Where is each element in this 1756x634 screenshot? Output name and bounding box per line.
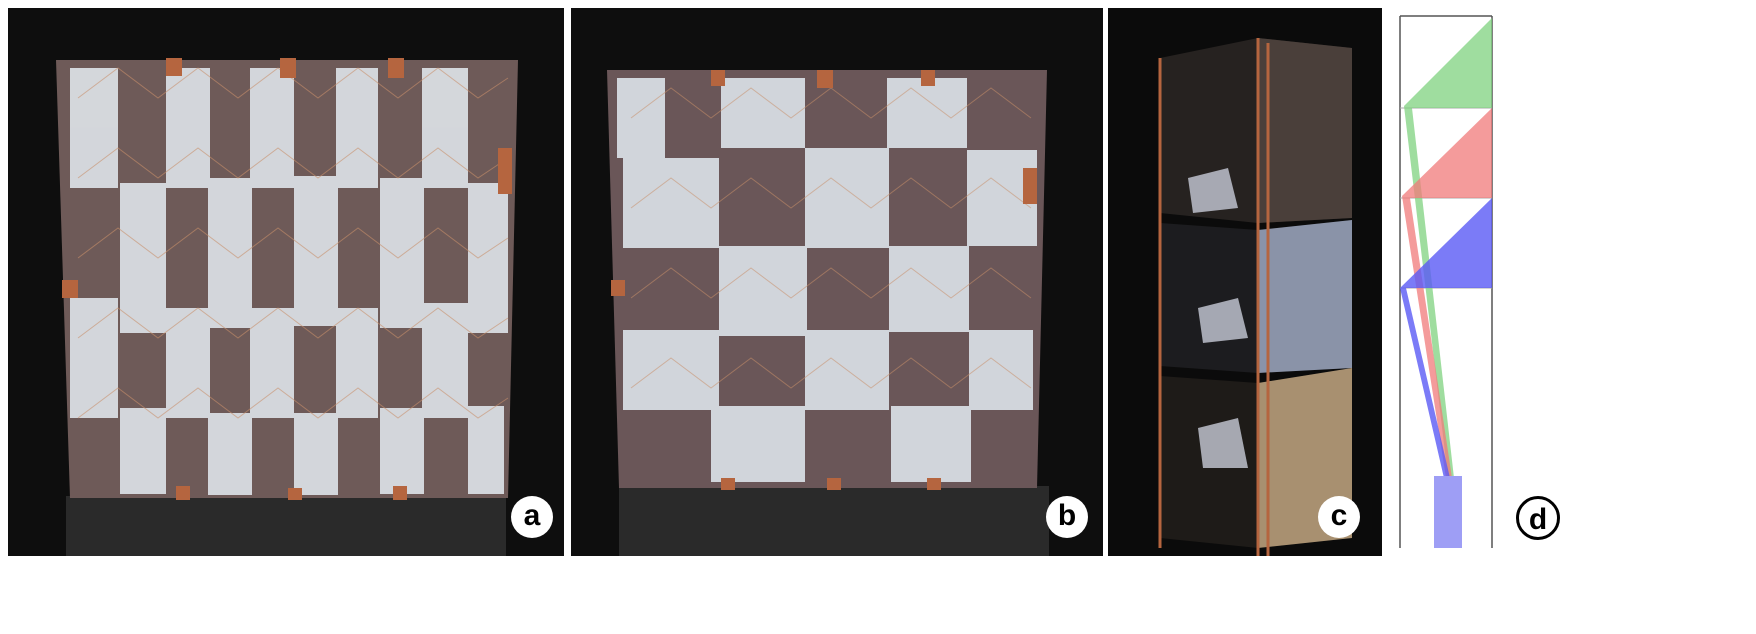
panel-label-b: b <box>1046 496 1088 538</box>
panel-d-diagram: d <box>1390 8 1756 556</box>
checkerboard-photo-a <box>8 8 564 556</box>
projection-schematic <box>1399 15 1493 548</box>
panel-c-photo: c <box>1108 8 1382 556</box>
stacked-panels-photo <box>1108 8 1382 556</box>
checkerboard-photo-b <box>571 8 1103 556</box>
panel-label-c: c <box>1318 496 1360 538</box>
projector-box <box>1434 476 1462 548</box>
panel-label-a: a <box>511 496 553 538</box>
panel-b-photo: b <box>571 8 1103 556</box>
panel-label-d: d <box>1516 496 1560 540</box>
panel-a-photo: a <box>8 8 564 556</box>
blue-beam <box>1400 198 1492 478</box>
green-beam <box>1404 18 1492 478</box>
red-beam <box>1402 108 1492 478</box>
